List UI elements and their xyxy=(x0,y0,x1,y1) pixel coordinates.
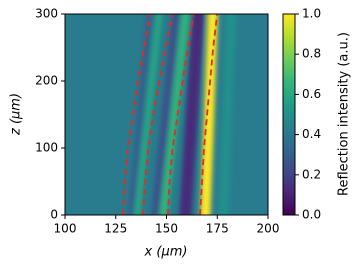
x-tick-label: 125 xyxy=(104,222,127,236)
y-tick-label: 0 xyxy=(50,208,58,222)
x-axis-label: x (μm) xyxy=(144,245,188,260)
y-tick-label: 100 xyxy=(35,141,58,155)
x-tick-label: 150 xyxy=(155,222,178,236)
dashed-line xyxy=(167,14,195,215)
colorbar-label: Reflection intensity (a.u.) xyxy=(337,32,352,196)
heat-band xyxy=(159,14,190,215)
x-tick-label: 175 xyxy=(206,222,229,236)
heatmap xyxy=(65,14,268,215)
heat-band xyxy=(151,14,180,215)
heat-band xyxy=(127,14,153,215)
x-tick-label: 200 xyxy=(257,222,280,236)
heat-band xyxy=(179,14,205,215)
x-tick-label: 100 xyxy=(54,222,77,236)
y-axis-label: z (μm) xyxy=(9,93,24,136)
heatmap-bands xyxy=(127,14,237,215)
heat-band xyxy=(134,14,163,215)
dashed-line xyxy=(199,14,219,215)
y-tick-label: 200 xyxy=(35,74,58,88)
dashed-line xyxy=(122,14,152,215)
colorbar-tick-label: 1.0 xyxy=(302,7,321,21)
colorbar-tick-label: 0.4 xyxy=(302,127,321,141)
colorbar-tick-label: 0.6 xyxy=(302,87,321,101)
colorbar xyxy=(282,13,296,216)
colorbar-tick-label: 0.8 xyxy=(302,47,321,61)
colorbar-tick-label: 0.2 xyxy=(302,167,321,181)
heat-band xyxy=(200,14,218,215)
dashed-line xyxy=(142,14,174,215)
colorbar-tick-label: 0.0 xyxy=(302,208,321,222)
heat-band xyxy=(218,14,237,215)
guide-lines xyxy=(122,14,219,215)
y-tick-label: 300 xyxy=(35,7,58,21)
